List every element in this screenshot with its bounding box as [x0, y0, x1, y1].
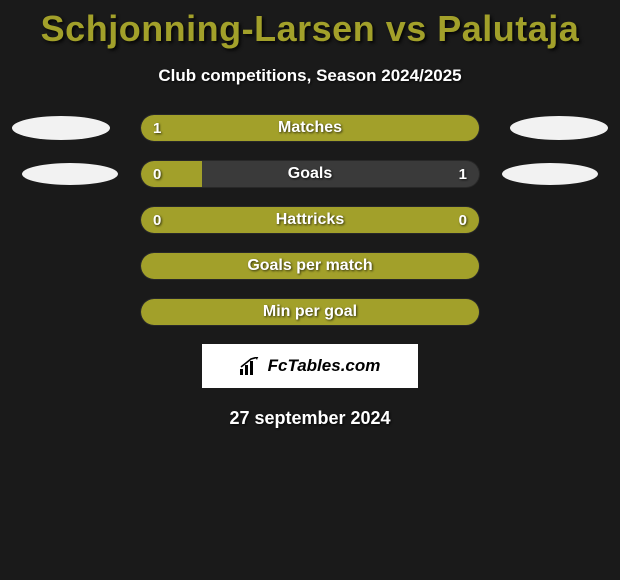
stat-label: Matches: [141, 115, 479, 141]
stat-bar: 1Matches: [140, 114, 480, 142]
player-marker-right: [510, 116, 608, 140]
stat-bar: Min per goal: [140, 298, 480, 326]
stat-label: Hattricks: [141, 207, 479, 233]
date-label: 27 september 2024: [0, 388, 620, 429]
stat-row: 00Hattricks: [0, 206, 620, 234]
stats-rows: 1Matches 01Goals 00Hattricks Goals per matc…: [0, 114, 620, 326]
subtitle: Club competitions, Season 2024/2025: [0, 54, 620, 114]
stat-row: Min per goal: [0, 298, 620, 326]
chart-icon: [240, 357, 262, 375]
logo-text: FcTables.com: [268, 356, 381, 376]
comparison-card: Schjonning-Larsen vs Palutaja Club compe…: [0, 0, 620, 429]
stat-bar: 00Hattricks: [140, 206, 480, 234]
stat-label: Goals per match: [141, 253, 479, 279]
stat-row: 01Goals: [0, 160, 620, 188]
player-marker-left: [22, 163, 118, 185]
player-marker-right: [502, 163, 598, 185]
stat-bar: 01Goals: [140, 160, 480, 188]
stat-label: Min per goal: [141, 299, 479, 325]
fctables-logo[interactable]: FcTables.com: [202, 344, 418, 388]
stat-bar: Goals per match: [140, 252, 480, 280]
page-title: Schjonning-Larsen vs Palutaja: [0, 0, 620, 54]
stat-row: 1Matches: [0, 114, 620, 142]
stat-row: Goals per match: [0, 252, 620, 280]
stat-label: Goals: [141, 161, 479, 187]
player-marker-left: [12, 116, 110, 140]
